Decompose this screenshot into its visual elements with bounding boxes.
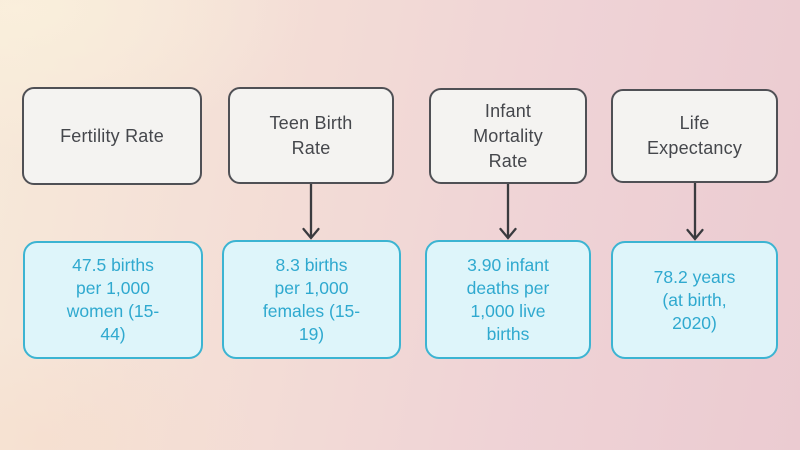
value-text: 47.5 births per 1,000 women (15- 44) (67, 254, 159, 346)
value-line: 1,000 live (470, 300, 546, 321)
value-line: 3.90 infant (467, 254, 549, 275)
label-line: Rate (488, 150, 528, 171)
label-line: Mortality (473, 125, 543, 146)
label-line: Fertility Rate (60, 125, 164, 146)
value-line: 78.2 years (653, 266, 736, 287)
value-line: 2020) (672, 312, 717, 333)
value-box-life-expectancy: 78.2 years (at birth, 2020) (611, 241, 778, 359)
down-arrow-icon (302, 184, 320, 240)
down-arrow-icon (686, 183, 704, 241)
label-text: Teen Birth Rate (269, 111, 352, 161)
label-text: Infant Mortality Rate (473, 99, 543, 174)
label-box-fertility-rate: Fertility Rate (22, 87, 202, 185)
value-line: 19) (298, 323, 325, 344)
value-line: per 1,000 (274, 277, 349, 298)
label-box-life-expectancy: Life Expectancy (611, 89, 778, 183)
value-line: 47.5 births (72, 255, 154, 275)
value-line: deaths per (466, 277, 550, 298)
value-box-teen-birth-rate: 8.3 births per 1,000 females (15- 19) (222, 240, 401, 359)
value-line: (at birth, (662, 289, 727, 310)
value-text: 3.90 infant deaths per 1,000 live births (467, 254, 550, 346)
label-box-infant-mortality-rate: Infant Mortality Rate (429, 88, 587, 184)
value-line: females (15- (262, 300, 361, 321)
label-line: Rate (291, 137, 331, 158)
label-box-teen-birth-rate: Teen Birth Rate (228, 87, 394, 184)
label-text: Fertility Rate (60, 124, 164, 149)
value-line: births (486, 323, 530, 344)
label-line: Teen Birth (269, 112, 353, 133)
label-text: Life Expectancy (647, 111, 742, 161)
label-line: Life (679, 113, 710, 133)
down-arrow-icon (499, 184, 517, 240)
value-text: 8.3 births per 1,000 females (15- 19) (263, 254, 360, 346)
value-line: per 1,000 (76, 278, 150, 298)
value-line: women (15- (66, 301, 160, 321)
value-box-infant-mortality-rate: 3.90 infant deaths per 1,000 live births (425, 240, 591, 359)
label-line: Infant (484, 100, 532, 121)
value-box-fertility-rate: 47.5 births per 1,000 women (15- 44) (23, 241, 203, 359)
value-text: 78.2 years (at birth, 2020) (654, 266, 736, 335)
value-line: 44) (100, 324, 126, 344)
label-line: Expectancy (646, 138, 743, 158)
value-line: 8.3 births (275, 254, 348, 275)
